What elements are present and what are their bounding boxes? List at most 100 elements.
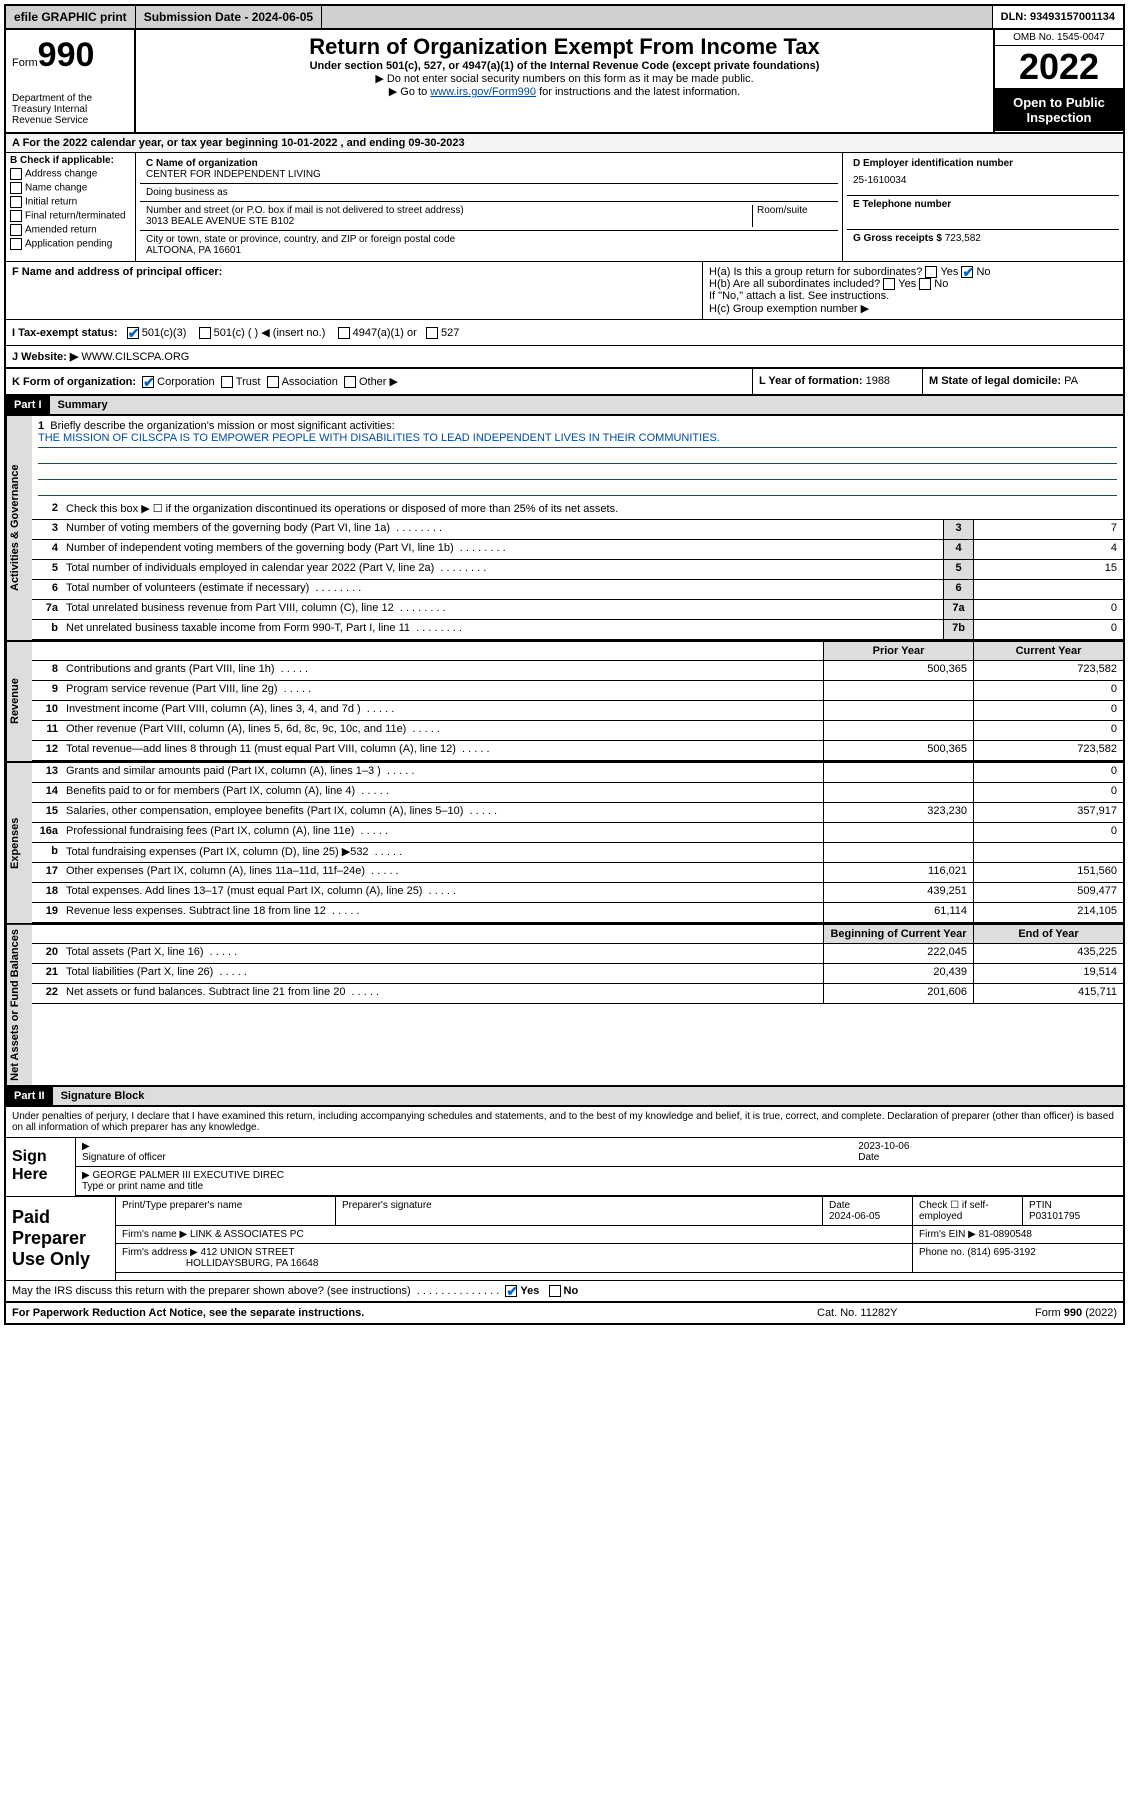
pra-notice: For Paperwork Reduction Act Notice, see …: [12, 1307, 817, 1319]
part1-title: Summary: [50, 399, 108, 411]
discuss-no-chk[interactable]: [549, 1285, 561, 1297]
f-label: F Name and address of principal officer:: [12, 266, 222, 278]
chk-address-change[interactable]: Address change: [10, 168, 131, 180]
chk-initial-return[interactable]: Initial return: [10, 196, 131, 208]
sig-officer-label: Signature of officer: [82, 1152, 166, 1163]
year-formation: 1988: [866, 375, 890, 387]
ha-label: H(a) Is this a group return for subordin…: [709, 266, 1117, 278]
chk-527[interactable]: [426, 327, 438, 339]
part1-label: Part I: [6, 396, 50, 414]
phone: (814) 695-3192: [967, 1247, 1035, 1258]
net-section: Net Assets or Fund Balances Beginning of…: [6, 925, 1123, 1087]
part2-label: Part II: [6, 1087, 53, 1105]
table-row: 7aTotal unrelated business revenue from …: [32, 600, 1123, 620]
gross-receipts: 723,582: [945, 233, 981, 244]
tel-label: E Telephone number: [853, 199, 951, 210]
i-label: I Tax-exempt status:: [12, 327, 118, 339]
part2-title: Signature Block: [53, 1090, 145, 1102]
top-bar: efile GRAPHIC print Submission Date - 20…: [6, 6, 1123, 30]
table-row: 13Grants and similar amounts paid (Part …: [32, 763, 1123, 783]
website-url[interactable]: WWW.CILSCPA.ORG: [81, 351, 189, 363]
firm-city: HOLLIDAYSBURG, PA 16648: [186, 1258, 318, 1269]
table-row: 3Number of voting members of the governi…: [32, 520, 1123, 540]
side-net: Net Assets or Fund Balances: [6, 925, 32, 1085]
table-row: 18Total expenses. Add lines 13–17 (must …: [32, 883, 1123, 903]
side-expenses: Expenses: [6, 763, 32, 923]
tax-status-row: I Tax-exempt status: 501(c)(3) 501(c) ( …: [6, 320, 1123, 346]
signature-block: Under penalties of perjury, I declare th…: [6, 1107, 1123, 1303]
chk-trust[interactable]: [221, 376, 233, 388]
part1-header: Part I Summary: [6, 396, 1123, 416]
form-title: Return of Organization Exempt From Incom…: [146, 34, 983, 60]
table-row: 15Salaries, other compensation, employee…: [32, 803, 1123, 823]
form-header: Form990 Department of the Treasury Inter…: [6, 30, 1123, 134]
irs-link[interactable]: www.irs.gov/Form990: [430, 86, 536, 98]
name-title-label: Type or print name and title: [82, 1181, 203, 1192]
chk-other[interactable]: [344, 376, 356, 388]
tax-year: 2022: [995, 46, 1123, 89]
line1-label: Briefly describe the organization's miss…: [50, 420, 394, 432]
prep-name-label: Print/Type preparer's name: [116, 1197, 336, 1225]
chk-assoc[interactable]: [267, 376, 279, 388]
addr: 3013 BEALE AVENUE STE B102: [146, 216, 294, 227]
submission-date: Submission Date - 2024-06-05: [136, 6, 322, 28]
room-label: Room/suite: [752, 205, 832, 227]
table-row: 12Total revenue—add lines 8 through 11 (…: [32, 741, 1123, 761]
m-label: M State of legal domicile:: [929, 375, 1061, 387]
block-bcd: B Check if applicable: Address change Na…: [6, 153, 1123, 262]
firm-ein-label: Firm's EIN ▶: [919, 1229, 976, 1240]
chk-corp[interactable]: [142, 376, 154, 388]
table-row: 10Investment income (Part VIII, column (…: [32, 701, 1123, 721]
phone-label: Phone no.: [919, 1247, 965, 1258]
block-c: C Name of organizationCENTER FOR INDEPEN…: [136, 153, 843, 261]
efile-button[interactable]: efile GRAPHIC print: [6, 6, 136, 28]
penalty-text: Under penalties of perjury, I declare th…: [6, 1107, 1123, 1138]
chk-final-return[interactable]: Final return/terminated: [10, 210, 131, 222]
principal-row: F Name and address of principal officer:…: [6, 262, 1123, 320]
table-row: bNet unrelated business taxable income f…: [32, 620, 1123, 640]
block-b: B Check if applicable: Address change Na…: [6, 153, 136, 261]
hb-label: H(b) Are all subordinates included? Yes …: [709, 278, 1117, 290]
block-b-header: B Check if applicable:: [10, 155, 131, 166]
date-label: Date: [858, 1152, 879, 1163]
table-row: 4Number of independent voting members of…: [32, 540, 1123, 560]
link-note: ▶ Go to www.irs.gov/Form990 for instruct…: [146, 85, 983, 98]
part2-header: Part II Signature Block: [6, 1087, 1123, 1107]
chk-501c[interactable]: [199, 327, 211, 339]
side-revenue: Revenue: [6, 642, 32, 761]
chk-501c3[interactable]: [127, 327, 139, 339]
dba-label: Doing business as: [146, 187, 228, 198]
firm-name: LINK & ASSOCIATES PC: [190, 1229, 304, 1240]
col-beginning: Beginning of Current Year: [823, 925, 973, 943]
rev-section: Revenue Prior YearCurrent Year 8Contribu…: [6, 642, 1123, 763]
tax-year-line: A For the 2022 calendar year, or tax yea…: [6, 134, 1123, 153]
page-footer: For Paperwork Reduction Act Notice, see …: [6, 1303, 1123, 1323]
prep-date-label: Date: [829, 1200, 850, 1211]
prep-date: 2024-06-05: [829, 1211, 880, 1222]
ptin-label: PTIN: [1029, 1200, 1052, 1211]
chk-app-pending[interactable]: Application pending: [10, 238, 131, 250]
hc-label: H(c) Group exemption number ▶: [709, 302, 1117, 315]
chk-amended[interactable]: Amended return: [10, 224, 131, 236]
hb-note: If "No," attach a list. See instructions…: [709, 290, 1117, 302]
addr-label: Number and street (or P.O. box if mail i…: [146, 205, 464, 216]
paid-preparer-label: Paid Preparer Use Only: [6, 1197, 116, 1280]
side-governance: Activities & Governance: [6, 416, 32, 640]
j-label: J Website: ▶: [12, 351, 78, 363]
chk-4947[interactable]: [338, 327, 350, 339]
chk-name-change[interactable]: Name change: [10, 182, 131, 194]
discuss-yes-chk[interactable]: [505, 1285, 517, 1297]
table-row: 8Contributions and grants (Part VIII, li…: [32, 661, 1123, 681]
table-row: 17Other expenses (Part IX, column (A), l…: [32, 863, 1123, 883]
l-label: L Year of formation:: [759, 375, 863, 387]
dept-label: Department of the Treasury Internal Reve…: [12, 93, 128, 126]
table-row: 22Net assets or fund balances. Subtract …: [32, 984, 1123, 1004]
dln: DLN: 93493157001134: [993, 6, 1123, 28]
k-label: K Form of organization:: [12, 376, 136, 388]
prep-check[interactable]: Check ☐ if self-employed: [913, 1197, 1023, 1225]
line2: Check this box ▶ ☐ if the organization d…: [62, 500, 1123, 519]
ein-label: D Employer identification number: [853, 158, 1013, 169]
table-row: 11Other revenue (Part VIII, column (A), …: [32, 721, 1123, 741]
officer-name: GEORGE PALMER III EXECUTIVE DIREC: [92, 1170, 284, 1181]
form-ref: Form 990 (2022): [977, 1307, 1117, 1319]
